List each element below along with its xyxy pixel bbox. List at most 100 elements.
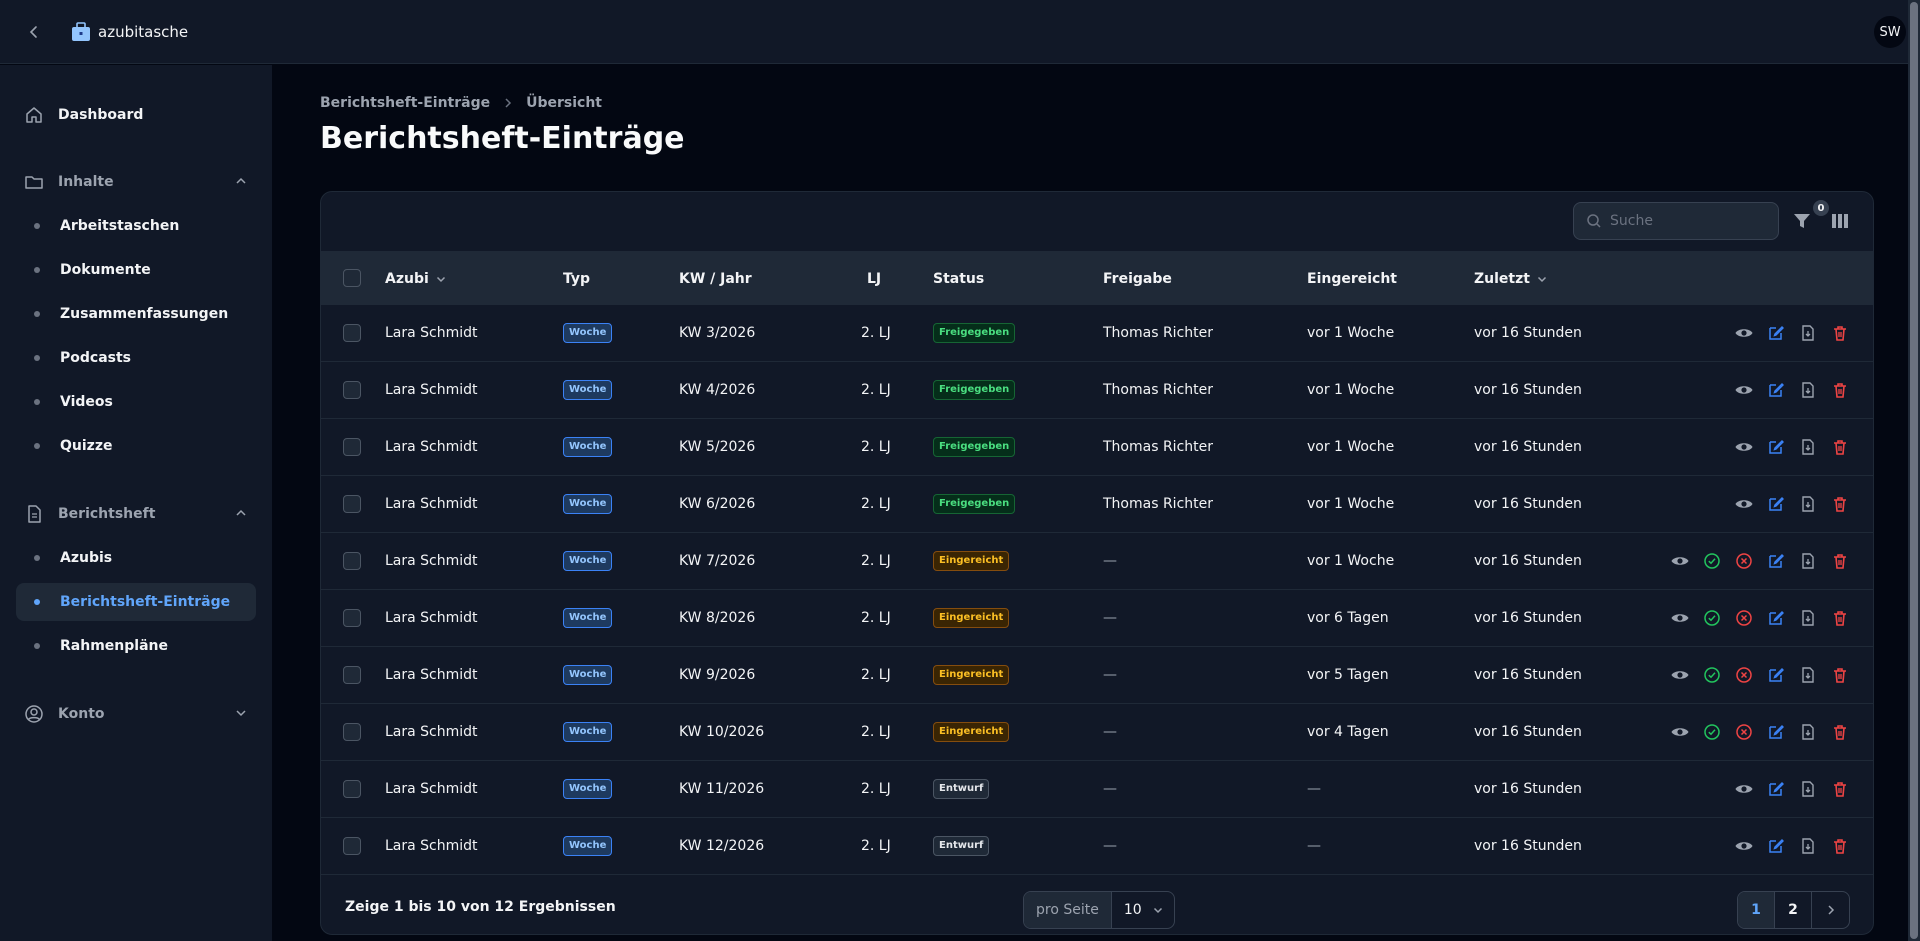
view-button[interactable] <box>1733 436 1755 458</box>
sidebar-item-podcasts[interactable]: Podcasts <box>16 339 256 377</box>
download-pdf-button[interactable] <box>1797 721 1819 743</box>
row-checkbox[interactable] <box>343 609 361 627</box>
download-pdf-button[interactable] <box>1797 493 1819 515</box>
sidebar-item-azubis[interactable]: Azubis <box>16 539 256 577</box>
column-header-azubi[interactable]: Azubi <box>385 252 447 305</box>
download-pdf-button[interactable] <box>1797 607 1819 629</box>
reject-button[interactable] <box>1733 664 1755 686</box>
edit-button[interactable] <box>1765 493 1787 515</box>
user-avatar[interactable]: SW <box>1874 16 1906 48</box>
view-button[interactable] <box>1669 550 1691 572</box>
approve-button[interactable] <box>1701 721 1723 743</box>
row-checkbox[interactable] <box>343 780 361 798</box>
approve-button[interactable] <box>1701 607 1723 629</box>
edit-button[interactable] <box>1765 322 1787 344</box>
download-pdf-button[interactable] <box>1797 322 1819 344</box>
table-row[interactable]: Lara Schmidt Woche KW 8/2026 2. LJ Eingereic… <box>321 590 1873 647</box>
delete-button[interactable] <box>1829 493 1851 515</box>
edit-button[interactable] <box>1765 607 1787 629</box>
columns-icon[interactable] <box>1829 210 1851 232</box>
approve-button[interactable] <box>1701 664 1723 686</box>
row-checkbox[interactable] <box>343 495 361 513</box>
row-checkbox[interactable] <box>343 837 361 855</box>
download-pdf-button[interactable] <box>1797 550 1819 572</box>
view-button[interactable] <box>1733 322 1755 344</box>
edit-button[interactable] <box>1765 721 1787 743</box>
scrollbar[interactable] <box>1908 0 1920 941</box>
sidebar-item-dashboard[interactable]: Dashboard <box>16 95 256 135</box>
reject-button[interactable] <box>1733 607 1755 629</box>
table-row[interactable]: Lara Schmidt Woche KW 10/2026 2. LJ Eingerei… <box>321 704 1873 761</box>
view-button[interactable] <box>1733 493 1755 515</box>
sidebar-item-arbeitstaschen[interactable]: Arbeitstaschen <box>16 207 256 245</box>
table-row[interactable]: Lara Schmidt Woche KW 12/2026 2. LJ Entwurf —… <box>321 818 1873 875</box>
sidebar-item-berichtsheft-eintraege[interactable]: Berichtsheft-Einträge <box>16 583 256 621</box>
download-pdf-button[interactable] <box>1797 664 1819 686</box>
search-input[interactable] <box>1610 213 1760 229</box>
edit-button[interactable] <box>1765 835 1787 857</box>
row-checkbox[interactable] <box>343 381 361 399</box>
delete-button[interactable] <box>1829 379 1851 401</box>
per-page-select[interactable]: pro Seite 10 <box>1023 891 1175 929</box>
sidebar-group-konto[interactable]: Konto <box>16 694 256 734</box>
download-pdf-button[interactable] <box>1797 436 1819 458</box>
sidebar-group-berichtsheft[interactable]: Berichtsheft <box>16 494 256 534</box>
delete-button[interactable] <box>1829 721 1851 743</box>
view-button[interactable] <box>1733 379 1755 401</box>
view-button[interactable] <box>1669 664 1691 686</box>
delete-button[interactable] <box>1829 550 1851 572</box>
delete-button[interactable] <box>1829 664 1851 686</box>
table-row[interactable]: Lara Schmidt Woche KW 7/2026 2. LJ Eingereic… <box>321 533 1873 590</box>
filter-icon[interactable] <box>1791 210 1813 232</box>
table-row[interactable]: Lara Schmidt Woche KW 5/2026 2. LJ Freigegeb… <box>321 419 1873 476</box>
edit-button[interactable] <box>1765 778 1787 800</box>
delete-button[interactable] <box>1829 835 1851 857</box>
edit-button[interactable] <box>1765 664 1787 686</box>
download-pdf-button[interactable] <box>1797 778 1819 800</box>
search-box[interactable] <box>1573 202 1779 240</box>
scrollbar-thumb[interactable] <box>1910 2 1918 939</box>
page-button-2[interactable]: 2 <box>1775 892 1812 928</box>
sidebar-item-rahmenplaene[interactable]: Rahmenpläne <box>16 627 256 665</box>
sidebar-item-quizze[interactable]: Quizze <box>16 427 256 465</box>
download-pdf-button[interactable] <box>1797 379 1819 401</box>
reject-button[interactable] <box>1733 550 1755 572</box>
delete-button[interactable] <box>1829 436 1851 458</box>
approve-button[interactable] <box>1701 550 1723 572</box>
select-all-checkbox[interactable] <box>343 269 361 287</box>
row-checkbox[interactable] <box>343 552 361 570</box>
view-button[interactable] <box>1669 607 1691 629</box>
table-row[interactable]: Lara Schmidt Woche KW 6/2026 2. LJ Freigegeb… <box>321 476 1873 533</box>
download-pdf-button[interactable] <box>1797 835 1819 857</box>
table-row[interactable]: Lara Schmidt Woche KW 9/2026 2. LJ Eingereic… <box>321 647 1873 704</box>
edit-button[interactable] <box>1765 379 1787 401</box>
table-row[interactable]: Lara Schmidt Woche KW 3/2026 2. LJ Freigegeb… <box>321 305 1873 362</box>
column-header-zuletzt[interactable]: Zuletzt <box>1474 252 1548 305</box>
view-button[interactable] <box>1733 835 1755 857</box>
table-row[interactable]: Lara Schmidt Woche KW 11/2026 2. LJ Entwurf —… <box>321 761 1873 818</box>
delete-button[interactable] <box>1829 607 1851 629</box>
edit-button[interactable] <box>1765 436 1787 458</box>
view-button[interactable] <box>1669 721 1691 743</box>
per-page-value[interactable]: 10 <box>1112 902 1174 918</box>
page-button-1[interactable]: 1 <box>1738 892 1775 928</box>
delete-button[interactable] <box>1829 322 1851 344</box>
eye-icon <box>1735 386 1753 394</box>
edit-button[interactable] <box>1765 550 1787 572</box>
sidebar-item-zusammenfassungen[interactable]: Zusammenfassungen <box>16 295 256 333</box>
row-checkbox[interactable] <box>343 666 361 684</box>
row-checkbox[interactable] <box>343 324 361 342</box>
row-checkbox[interactable] <box>343 438 361 456</box>
next-page-button[interactable] <box>1812 892 1849 928</box>
sidebar-item-videos[interactable]: Videos <box>16 383 256 421</box>
reject-button[interactable] <box>1733 721 1755 743</box>
table-row[interactable]: Lara Schmidt Woche KW 4/2026 2. LJ Freigegeb… <box>321 362 1873 419</box>
delete-button[interactable] <box>1829 778 1851 800</box>
sidebar-item-dokumente[interactable]: Dokumente <box>16 251 256 289</box>
brand[interactable]: azubitasche <box>70 21 188 43</box>
sidebar-group-inhalte[interactable]: Inhalte <box>16 162 256 202</box>
back-button[interactable] <box>20 18 48 46</box>
view-button[interactable] <box>1733 778 1755 800</box>
row-checkbox[interactable] <box>343 723 361 741</box>
breadcrumb-link[interactable]: Berichtsheft-Einträge <box>320 95 491 111</box>
